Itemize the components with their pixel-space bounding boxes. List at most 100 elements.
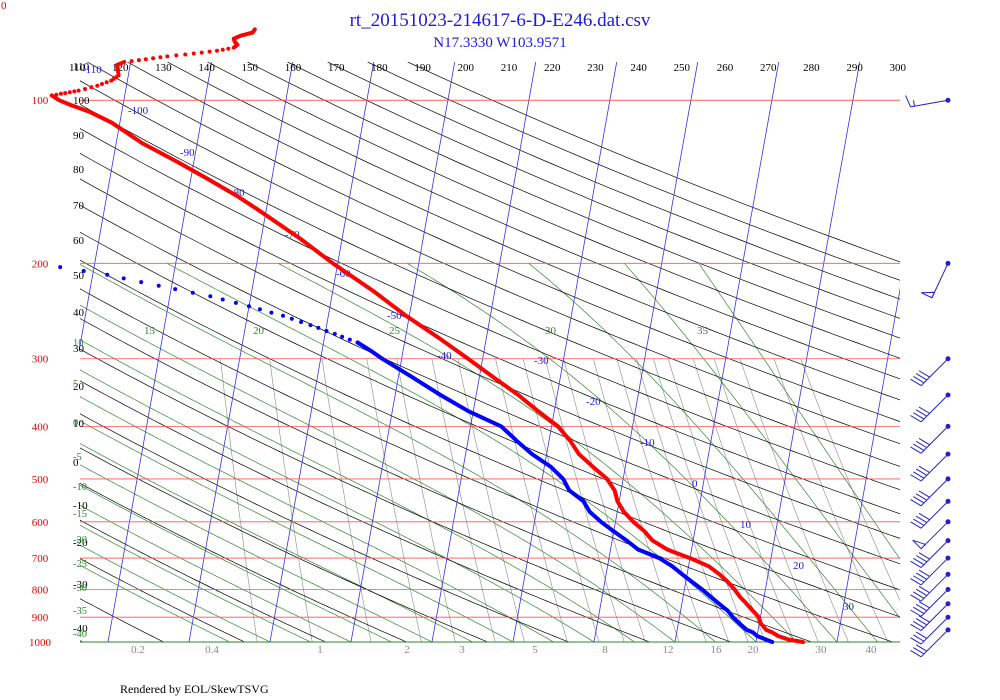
isotherm-line [107,62,213,642]
mixing-ratio-line [321,358,372,642]
moist-adiabat-label: 5 [73,379,78,390]
wind-barb [910,586,951,617]
moist-adiabat-line [80,304,676,642]
moist-adiabat-label: -15 [73,509,87,520]
isotherm-label: -100 [128,105,149,117]
dewpoint-point [257,307,262,312]
theta-top-label: 160 [285,62,302,74]
mixing-ratio-label: 2 [404,644,410,656]
isotherm-line [188,62,294,642]
left-temperature-label: 50 [73,270,85,282]
isotherm-label: -20 [586,396,601,408]
mixing-ratio-label: 30 [816,644,828,656]
dry-adiabat-line [80,152,900,515]
pressure-tick-label: 200 [32,258,49,270]
dry-adiabat-line [80,519,326,642]
temperature-point [58,91,63,96]
isotherm-line [674,62,780,642]
theta-top-label: 220 [544,62,561,74]
dewpoint-point [58,265,63,270]
mixing-ratio-label: 0.4 [205,644,219,656]
wind-barb [910,601,951,632]
mixing-ratio-line [220,358,258,642]
mixing-ratio-line [773,358,889,642]
pressure-tick-label: 600 [32,517,49,529]
temperature-point [104,80,109,85]
temperature-series [49,27,805,644]
temperature-point [129,59,134,64]
mixing-ratio-label: 3 [459,644,465,656]
temperature-point [72,89,77,94]
mixing-ratio-line [457,358,525,642]
chart-title: rt_20151023-214617-6-D-E246.dat.csv [349,10,651,31]
mixing-ratio-line [563,358,646,642]
wind-barb [910,498,951,529]
left-temperature-label: 80 [73,164,85,176]
temperature-point [220,47,225,52]
dewpoint-point [105,272,110,277]
moist-adiabat-label: -10 [73,482,87,493]
dry-adiabat-line [247,62,900,339]
temperature-line [49,93,805,644]
dry-adiabats [0,62,900,642]
isotherm-label: -110 [82,64,102,76]
moist-adiabat-line [80,524,311,642]
dry-adiabat-line [80,598,164,642]
dewpoint-point [355,340,360,345]
mixing-ratio-line [616,358,707,642]
pressure-tick-label: 900 [32,612,49,624]
isotherm-line [269,62,375,642]
temperature-point [143,57,148,62]
pressure-tick-label: 400 [32,421,49,433]
mixing-ratio-label: 12 [663,644,674,656]
wind-barb [910,392,951,423]
moist-adiabat-line [80,564,230,642]
isotherm-line [593,62,699,642]
wind-barb [910,538,951,568]
dry-adiabat-line [80,128,900,491]
isotherm-label: -30 [534,355,549,367]
left-temperature-label: -30 [73,579,88,591]
temperature-point [76,88,81,93]
isotherm-label: 0 [692,478,698,490]
dry-adiabat-line [80,259,900,618]
left-temperature-label: 90 [73,130,85,142]
isobars [80,99,900,643]
wind-barb [910,627,951,658]
dewpoint-point [299,320,304,324]
wind-barb [910,423,951,454]
isotherm-line [350,62,456,642]
dewpoint-point [208,294,213,299]
mixing-ratio-label: 16 [711,644,723,656]
mixing-ratio-line [431,358,496,642]
wind-barbs [905,95,951,658]
isotherm-line [836,287,900,642]
moist-adiabat-label: -5 [73,452,82,463]
theta-top-label: 270 [760,62,777,74]
pressure-tick-label: 100 [32,95,49,107]
dry-adiabat-line [0,62,2,642]
mixing-ratio-line [396,358,456,642]
left-temperature-label: -10 [73,500,88,512]
dewpoint-point [139,280,144,285]
mixing-ratio-line [652,358,749,642]
dry-adiabat-line [80,231,900,591]
dry-adiabat-line [167,62,900,380]
dewpoint-point [220,297,225,302]
moist-adiabat-label: 15 [144,325,156,337]
corner-label: 0 [1,0,7,12]
dry-adiabat-line [87,62,900,422]
temperature-point [183,52,188,57]
pressure-tick-label: 300 [32,354,49,366]
pressure-tick-label: 800 [32,584,49,596]
dewpoint-point [81,269,86,273]
moist-adiabat-label: -25 [73,559,87,570]
mixing-ratio-line [713,358,819,642]
wind-barb [912,519,951,550]
isotherm-line [755,62,861,642]
left-temperature-label: 0 [73,457,79,469]
isotherm-label: -40 [437,350,452,362]
mixing-ratio-line [269,358,313,642]
dewpoint-point [156,283,161,288]
theta-top-label: 170 [328,62,345,74]
